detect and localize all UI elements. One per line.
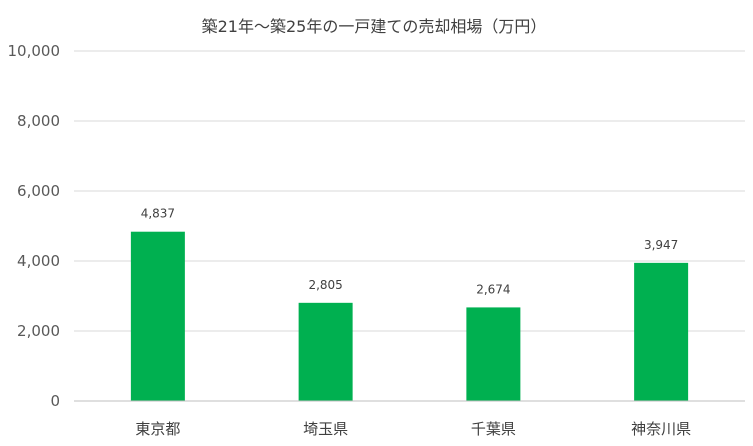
y-tick-label: 8,000: [17, 112, 60, 130]
chart-title: 築21年～築25年の一戸建ての売却相場（万円）: [202, 17, 547, 36]
data-labels: 4,837 2,805 2,674 3,947: [141, 207, 679, 297]
x-tick-label: 東京都: [135, 420, 180, 438]
data-label: 2,674: [476, 282, 510, 296]
x-tick-label: 埼玉県: [303, 420, 348, 438]
bar: [466, 307, 521, 401]
bar: [130, 231, 185, 401]
y-tick-label: 4,000: [17, 252, 60, 270]
data-label: 4,837: [141, 207, 175, 221]
data-label: 3,947: [644, 238, 678, 252]
y-tick-label: 2,000: [17, 322, 60, 340]
x-axis-ticks: 東京都 埼玉県 千葉県 神奈川県: [135, 420, 691, 438]
bar: [298, 302, 353, 401]
bar: [634, 262, 689, 401]
data-label: 2,805: [308, 278, 342, 292]
gridlines: [74, 50, 745, 332]
y-tick-label: 10,000: [8, 42, 61, 60]
y-tick-label: 0: [50, 392, 60, 410]
y-axis-ticks: 0 2,000 4,000 6,000 8,000 10,000: [8, 42, 61, 410]
x-tick-label: 神奈川県: [631, 420, 691, 438]
x-tick-label: 千葉県: [471, 420, 516, 438]
bars: [130, 231, 689, 401]
y-tick-label: 6,000: [17, 182, 60, 200]
